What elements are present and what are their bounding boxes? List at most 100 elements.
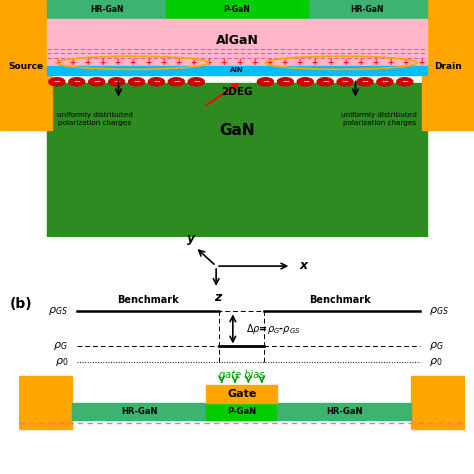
Text: −: − (342, 77, 348, 86)
Text: +: + (69, 58, 75, 67)
Text: +: + (387, 58, 394, 67)
Text: $\rho_G$: $\rho_G$ (429, 340, 444, 353)
Text: +: + (205, 58, 212, 67)
Circle shape (128, 78, 145, 86)
Text: Drain: Drain (434, 62, 462, 71)
Text: +: + (99, 58, 106, 67)
Text: (b): (b) (10, 297, 33, 311)
Text: uniformly distributed
polarization charges: uniformly distributed polarization charg… (341, 111, 417, 126)
Text: +: + (327, 58, 333, 67)
Text: −: − (262, 77, 269, 86)
Text: −: − (113, 77, 120, 86)
Bar (422, 0, 474, 130)
Bar (308, 0, 427, 19)
Text: −: − (133, 77, 140, 86)
Bar (47, 19, 427, 66)
Text: −: − (153, 77, 160, 86)
Bar (206, 385, 277, 402)
Text: +: + (418, 58, 424, 67)
Text: AlGaN: AlGaN (216, 34, 258, 47)
Bar (19, 376, 73, 429)
Text: Gate: Gate (227, 389, 256, 399)
Text: −: − (54, 77, 60, 86)
Text: +: + (175, 58, 182, 67)
Circle shape (109, 78, 125, 86)
Text: +: + (114, 58, 121, 67)
Text: $\rho_G$: $\rho_G$ (53, 340, 68, 353)
Text: +: + (236, 58, 242, 67)
Text: −: − (322, 77, 328, 86)
Bar (277, 402, 411, 420)
Text: $\Delta\rho$=$\rho_G$-$\rho_{GS}$: $\Delta\rho$=$\rho_G$-$\rho_{GS}$ (246, 322, 301, 336)
Text: +: + (281, 58, 288, 67)
Text: +: + (266, 58, 273, 67)
Circle shape (337, 78, 353, 86)
Text: +: + (129, 58, 136, 67)
Bar (0, 0, 52, 130)
Circle shape (257, 78, 273, 86)
Text: −: − (362, 77, 368, 86)
Circle shape (377, 78, 393, 86)
Circle shape (317, 78, 333, 86)
Text: −: − (382, 77, 388, 86)
Text: HR-GaN: HR-GaN (121, 407, 157, 416)
Text: HR-GaN: HR-GaN (326, 407, 363, 416)
Circle shape (188, 78, 204, 86)
Text: $\rho_0$: $\rho_0$ (55, 356, 68, 368)
Text: +: + (145, 58, 151, 67)
Bar (47, 0, 166, 19)
Circle shape (49, 78, 65, 86)
Text: +: + (342, 58, 348, 67)
Circle shape (89, 78, 105, 86)
Bar (206, 402, 277, 420)
Circle shape (357, 78, 373, 86)
Text: $\rho_{GS}$: $\rho_{GS}$ (48, 305, 68, 318)
Text: +: + (190, 58, 197, 67)
Text: $\rho_{GS}$: $\rho_{GS}$ (429, 305, 449, 318)
Text: +: + (54, 58, 60, 67)
Circle shape (297, 78, 313, 86)
Text: −: − (302, 77, 309, 86)
Text: +: + (220, 58, 227, 67)
Text: HR-GaN: HR-GaN (90, 5, 123, 14)
Text: Benchmark: Benchmark (117, 295, 179, 305)
Text: GaN: GaN (219, 123, 255, 138)
Text: Benchmark: Benchmark (309, 295, 371, 305)
Circle shape (277, 78, 293, 86)
Bar (73, 402, 206, 420)
Text: P-GaN: P-GaN (227, 407, 256, 416)
Text: −: − (73, 77, 80, 86)
Text: −: − (173, 77, 180, 86)
Text: +: + (296, 58, 303, 67)
Text: +: + (372, 58, 379, 67)
Text: +: + (84, 58, 91, 67)
Circle shape (168, 78, 184, 86)
Text: +: + (357, 58, 364, 67)
Text: P-GaN: P-GaN (224, 5, 250, 14)
Text: +: + (402, 58, 409, 67)
Text: Source: Source (9, 62, 44, 71)
Text: y: y (187, 232, 195, 245)
Text: AlN: AlN (230, 67, 244, 73)
Bar (47, 83, 427, 237)
Text: +: + (160, 58, 166, 67)
Bar (47, 66, 427, 74)
Bar (166, 0, 308, 19)
Circle shape (397, 78, 413, 86)
Text: gate bias: gate bias (219, 371, 264, 381)
Circle shape (69, 78, 85, 86)
Text: 2DEG: 2DEG (221, 87, 253, 98)
Text: HR-GaN: HR-GaN (351, 5, 384, 14)
Text: z: z (215, 292, 222, 304)
Text: x: x (300, 259, 308, 272)
Text: −: − (282, 77, 289, 86)
Text: −: − (193, 77, 200, 86)
Text: −: − (401, 77, 408, 86)
Text: +: + (311, 58, 318, 67)
Text: uniformly distributed
polarization charges: uniformly distributed polarization charg… (57, 111, 133, 126)
Text: $\rho_0$: $\rho_0$ (429, 356, 442, 368)
Text: −: − (93, 77, 100, 86)
Circle shape (148, 78, 164, 86)
Bar (411, 376, 465, 429)
Text: +: + (251, 58, 257, 67)
